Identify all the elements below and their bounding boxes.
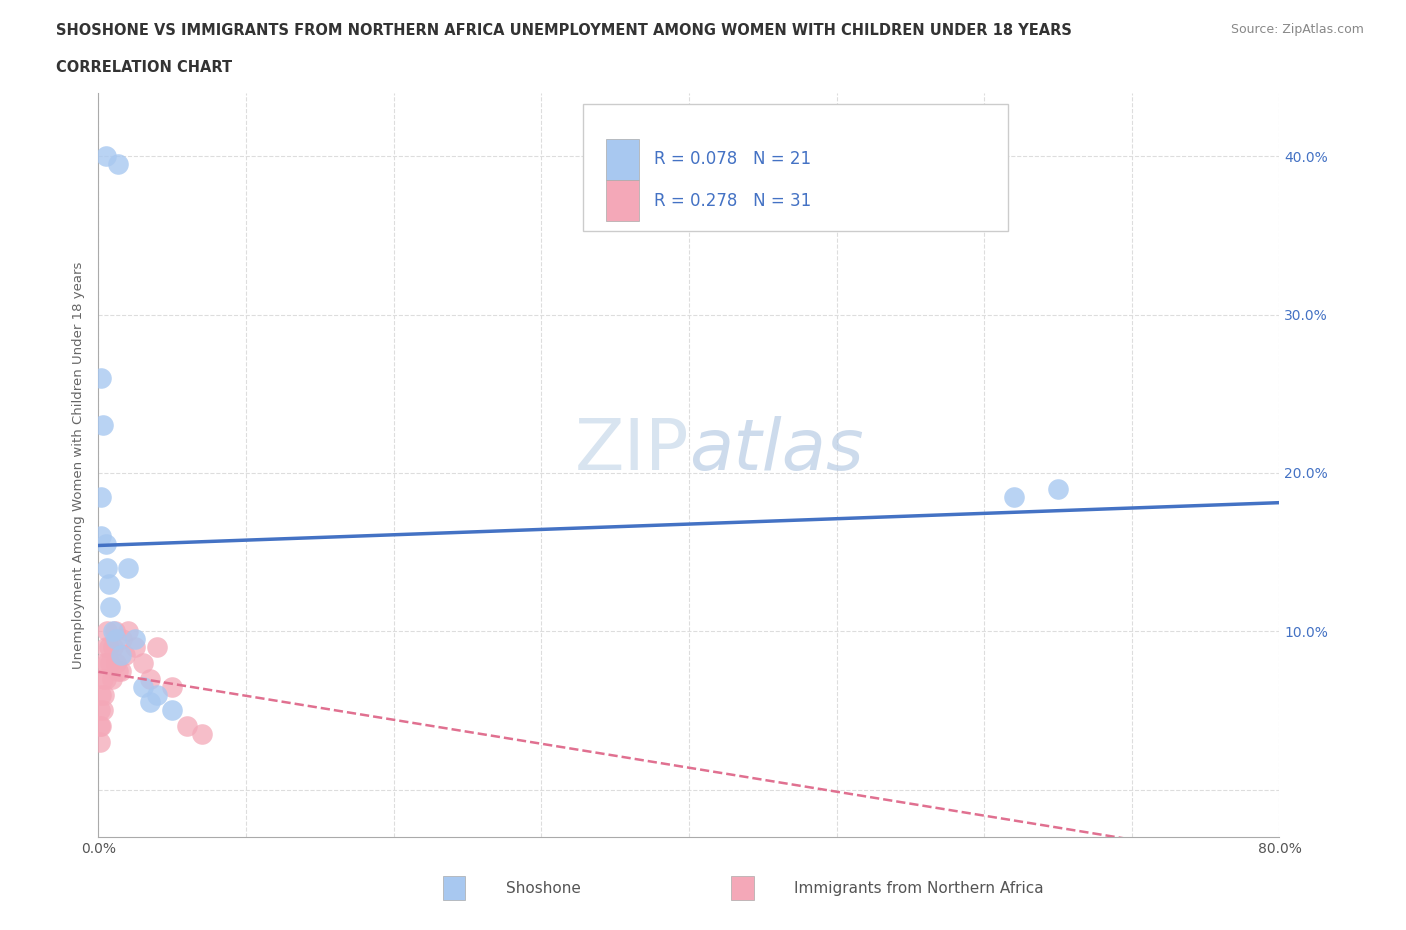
Point	[94, 671, 117, 686]
Point	[96, 561, 118, 576]
Point	[132, 679, 155, 694]
Point	[107, 157, 129, 172]
Point	[1002, 489, 1025, 504]
Point	[96, 624, 118, 639]
Point	[94, 537, 117, 551]
Text: SHOSHONE VS IMMIGRANTS FROM NORTHERN AFRICA UNEMPLOYMENT AMONG WOMEN WITH CHILDR: SHOSHONE VS IMMIGRANTS FROM NORTHERN AFR…	[56, 23, 1073, 38]
Point	[110, 647, 132, 662]
Point	[90, 719, 112, 734]
Point	[117, 624, 139, 639]
Point	[191, 726, 214, 741]
Point	[91, 671, 114, 686]
Point	[98, 656, 121, 671]
Point	[176, 719, 198, 734]
Point	[90, 489, 112, 504]
Point	[100, 671, 122, 686]
Text: Shoshone: Shoshone	[506, 881, 581, 896]
Point	[89, 735, 111, 750]
Point	[98, 600, 121, 615]
Point	[162, 703, 183, 718]
Point	[94, 149, 117, 164]
Point	[105, 656, 128, 671]
Point	[1046, 482, 1069, 497]
Text: ZIP: ZIP	[575, 416, 689, 485]
Point	[104, 624, 127, 639]
Text: R = 0.278   N = 31: R = 0.278 N = 31	[654, 192, 811, 210]
Point	[162, 679, 183, 694]
Point	[90, 370, 112, 385]
Point	[139, 671, 162, 686]
Point	[94, 640, 117, 655]
Text: CORRELATION CHART: CORRELATION CHART	[56, 60, 232, 75]
Y-axis label: Unemployment Among Women with Children Under 18 years: Unemployment Among Women with Children U…	[72, 261, 84, 669]
Point	[91, 703, 114, 718]
FancyBboxPatch shape	[582, 104, 1008, 231]
Point	[103, 640, 125, 655]
Point	[146, 640, 169, 655]
Point	[124, 631, 146, 646]
Point	[91, 418, 114, 432]
Point	[97, 640, 120, 655]
Point	[107, 663, 129, 678]
Point	[124, 640, 146, 655]
Text: R = 0.078   N = 21: R = 0.078 N = 21	[654, 150, 811, 168]
Point	[139, 695, 162, 710]
Point	[103, 624, 125, 639]
Text: Immigrants from Northern Africa: Immigrants from Northern Africa	[794, 881, 1045, 896]
FancyBboxPatch shape	[606, 139, 640, 179]
Point	[110, 663, 132, 678]
Point	[97, 577, 120, 591]
FancyBboxPatch shape	[606, 180, 640, 221]
Text: atlas: atlas	[689, 416, 863, 485]
Point	[93, 687, 115, 702]
Point	[89, 719, 111, 734]
Point	[114, 647, 136, 662]
Point	[93, 656, 115, 671]
Point	[146, 687, 169, 702]
Point	[132, 656, 155, 671]
Point	[96, 656, 118, 671]
Point	[117, 561, 139, 576]
Point	[90, 529, 112, 544]
Point	[111, 631, 134, 646]
Point	[105, 631, 128, 646]
Text: Source: ZipAtlas.com: Source: ZipAtlas.com	[1230, 23, 1364, 36]
Point	[89, 703, 111, 718]
Point	[90, 687, 112, 702]
